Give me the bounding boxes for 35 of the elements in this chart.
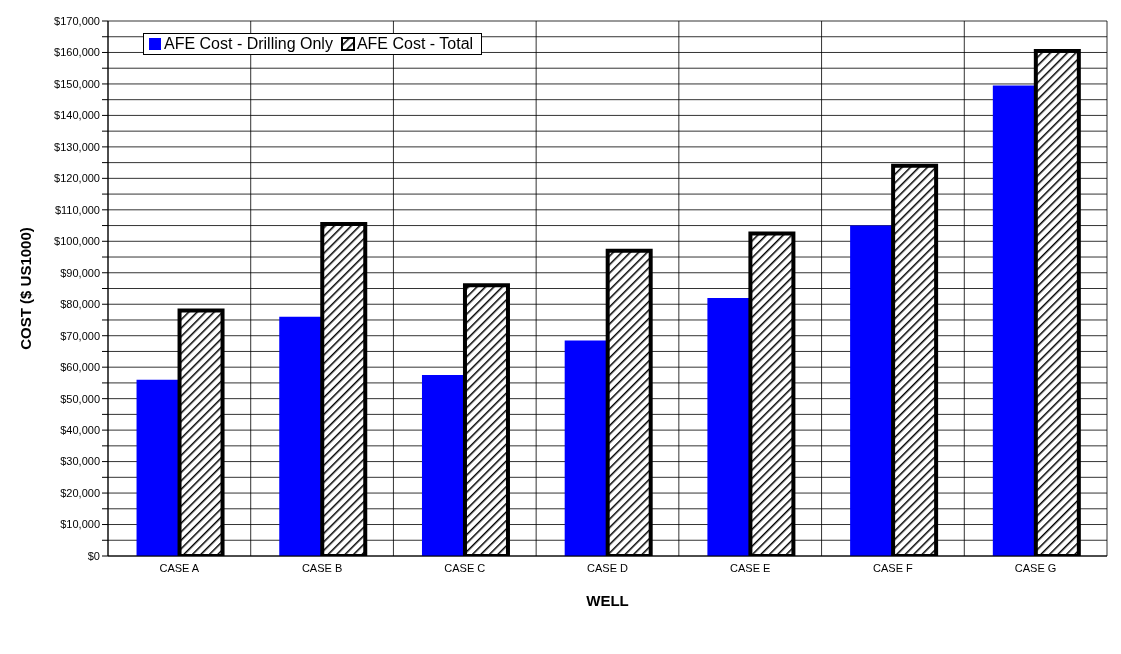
x-tick-label: CASE E [730, 561, 771, 574]
y-tick-label: $60,000 [60, 361, 100, 374]
y-tick-label: $90,000 [60, 266, 100, 279]
legend-label: AFE Cost - Total [356, 35, 474, 53]
y-tick-label: $120,000 [54, 172, 100, 185]
y-tick-label: $140,000 [54, 109, 100, 122]
y-tick-label: $160,000 [54, 46, 100, 59]
y-tick-label: $70,000 [60, 329, 100, 342]
bar [136, 379, 180, 556]
x-tick-label: CASE C [444, 561, 486, 574]
y-tick-label: $50,000 [60, 392, 100, 405]
y-tick-label: $150,000 [54, 77, 100, 90]
y-axis-title: COST ($ US1000) [17, 227, 35, 350]
y-tick-label: $130,000 [54, 140, 100, 153]
bar [850, 225, 894, 556]
legend-label: AFE Cost - Drilling Only [164, 35, 333, 53]
y-tick-label: $20,000 [60, 486, 100, 499]
bar [421, 375, 465, 556]
x-tick-label: CASE F [873, 561, 914, 574]
bar [564, 340, 608, 556]
y-tick-label: $10,000 [60, 518, 100, 531]
bar [707, 297, 751, 556]
x-tick-label: CASE D [587, 561, 629, 574]
y-tick-label: $30,000 [60, 455, 100, 468]
x-tick-label: CASE B [301, 561, 343, 574]
x-tick-label: CASE A [159, 561, 200, 574]
y-tick-label: $80,000 [60, 298, 100, 311]
y-tick-label: $100,000 [54, 235, 100, 248]
y-tick-label: $0 [87, 549, 100, 562]
bar [279, 316, 323, 556]
x-tick-label: CASE G [1014, 561, 1057, 574]
x-axis-title: WELL [586, 592, 629, 609]
y-tick-label: $170,000 [54, 14, 100, 27]
y-tick-label: $110,000 [54, 203, 100, 216]
y-tick-label: $40,000 [60, 424, 100, 437]
